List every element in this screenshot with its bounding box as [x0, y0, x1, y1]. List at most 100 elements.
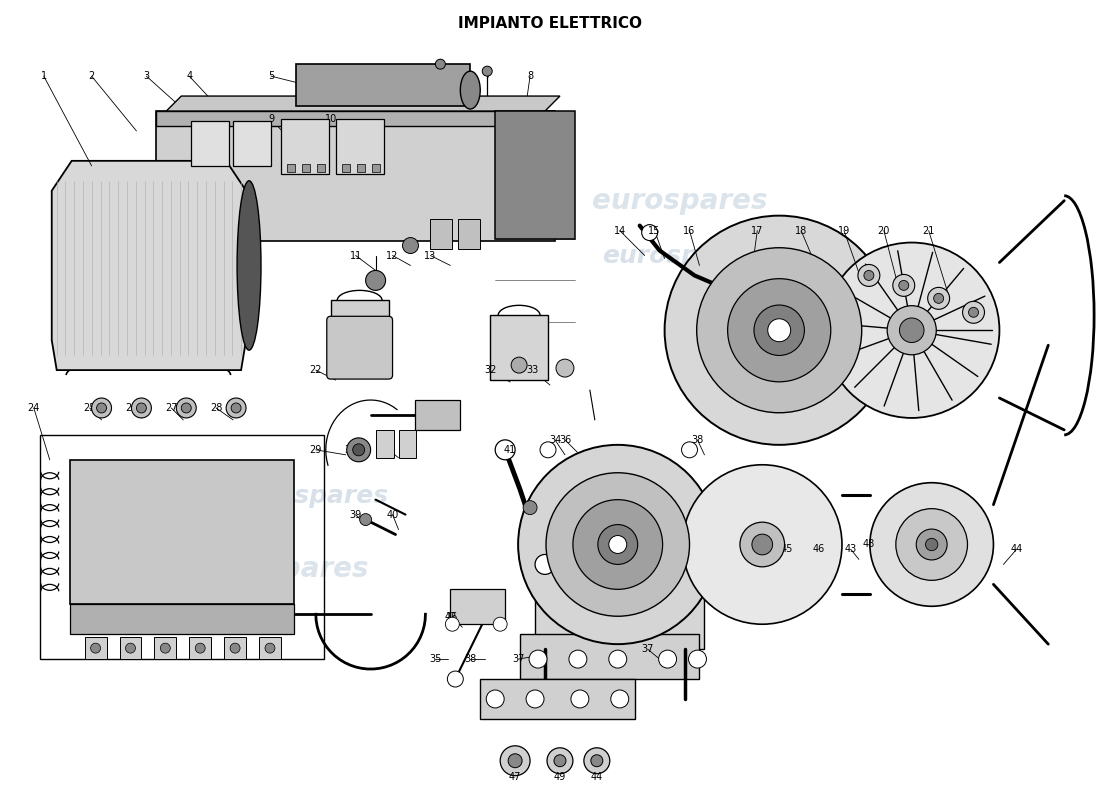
- Text: 40: 40: [386, 510, 398, 520]
- Text: 36: 36: [559, 435, 571, 445]
- Text: 22: 22: [309, 365, 322, 375]
- Circle shape: [682, 522, 697, 538]
- Circle shape: [508, 754, 522, 768]
- Circle shape: [641, 225, 658, 241]
- Bar: [156, 111, 556, 126]
- Circle shape: [446, 618, 460, 631]
- Circle shape: [495, 440, 515, 460]
- Text: 12: 12: [386, 250, 398, 261]
- Polygon shape: [166, 96, 560, 111]
- Circle shape: [888, 306, 936, 354]
- Circle shape: [230, 643, 240, 653]
- Circle shape: [754, 305, 804, 355]
- Text: 3: 3: [143, 71, 150, 81]
- Circle shape: [227, 398, 246, 418]
- Circle shape: [554, 754, 565, 766]
- Text: 14: 14: [614, 226, 626, 235]
- Text: 45: 45: [781, 545, 793, 554]
- Text: 41: 41: [504, 445, 516, 455]
- Circle shape: [749, 290, 769, 310]
- Circle shape: [927, 287, 949, 310]
- Text: 9: 9: [268, 114, 274, 124]
- Text: 7: 7: [484, 71, 491, 81]
- Circle shape: [265, 643, 275, 653]
- Circle shape: [584, 748, 609, 774]
- Text: 43: 43: [845, 545, 857, 554]
- Circle shape: [91, 398, 111, 418]
- Text: 24: 24: [28, 403, 40, 413]
- Circle shape: [899, 281, 909, 290]
- Text: 28: 28: [210, 403, 222, 413]
- Bar: [331, 300, 388, 375]
- Text: 38: 38: [464, 654, 476, 664]
- Circle shape: [125, 643, 135, 653]
- Text: 1: 1: [41, 71, 47, 81]
- Circle shape: [610, 690, 629, 708]
- Circle shape: [569, 650, 587, 668]
- FancyBboxPatch shape: [327, 316, 393, 379]
- Text: 6: 6: [328, 71, 333, 81]
- Circle shape: [231, 403, 241, 413]
- Text: 15: 15: [648, 226, 661, 235]
- Text: 29: 29: [309, 445, 322, 455]
- Circle shape: [512, 357, 527, 373]
- Circle shape: [727, 278, 830, 382]
- Bar: [430, 218, 452, 249]
- Bar: [156, 111, 556, 241]
- Polygon shape: [52, 161, 246, 370]
- Text: 19: 19: [838, 226, 850, 235]
- Text: 34: 34: [549, 435, 561, 445]
- Circle shape: [659, 650, 676, 668]
- Bar: [416, 400, 460, 430]
- Bar: [296, 64, 471, 106]
- Text: 21: 21: [653, 550, 666, 559]
- Bar: [450, 590, 505, 624]
- Circle shape: [696, 248, 861, 413]
- Circle shape: [608, 535, 627, 554]
- Circle shape: [571, 690, 588, 708]
- Bar: [189, 637, 211, 659]
- Text: eurospares: eurospares: [592, 186, 768, 214]
- Circle shape: [500, 746, 530, 776]
- Bar: [520, 634, 700, 679]
- Text: 44: 44: [1010, 545, 1023, 554]
- Circle shape: [526, 690, 544, 708]
- Circle shape: [682, 465, 842, 624]
- Text: 37: 37: [512, 654, 525, 664]
- Circle shape: [556, 359, 574, 377]
- Bar: [154, 637, 176, 659]
- Circle shape: [493, 618, 507, 631]
- Circle shape: [353, 444, 364, 456]
- Circle shape: [858, 265, 880, 286]
- Bar: [342, 164, 350, 172]
- Text: 17: 17: [751, 226, 763, 235]
- Circle shape: [608, 650, 627, 668]
- Circle shape: [535, 554, 556, 574]
- Bar: [69, 604, 294, 634]
- Text: 38: 38: [692, 435, 704, 445]
- Text: 37: 37: [641, 644, 653, 654]
- Text: 20: 20: [612, 550, 624, 559]
- Bar: [317, 164, 324, 172]
- Text: 8: 8: [527, 71, 534, 81]
- Circle shape: [962, 302, 984, 323]
- Text: 47: 47: [509, 772, 521, 782]
- Bar: [287, 164, 295, 172]
- Circle shape: [182, 403, 191, 413]
- Circle shape: [540, 442, 556, 458]
- Circle shape: [518, 445, 717, 644]
- Circle shape: [540, 522, 556, 538]
- Circle shape: [547, 748, 573, 774]
- Circle shape: [591, 754, 603, 766]
- Text: eurospares: eurospares: [194, 555, 368, 583]
- Text: 30: 30: [344, 445, 356, 455]
- Text: 20: 20: [878, 226, 890, 235]
- Bar: [372, 164, 379, 172]
- Circle shape: [824, 242, 1000, 418]
- Circle shape: [740, 522, 784, 567]
- Circle shape: [682, 442, 697, 458]
- Circle shape: [448, 671, 463, 687]
- Circle shape: [195, 643, 206, 653]
- Bar: [301, 164, 310, 172]
- Circle shape: [482, 66, 492, 76]
